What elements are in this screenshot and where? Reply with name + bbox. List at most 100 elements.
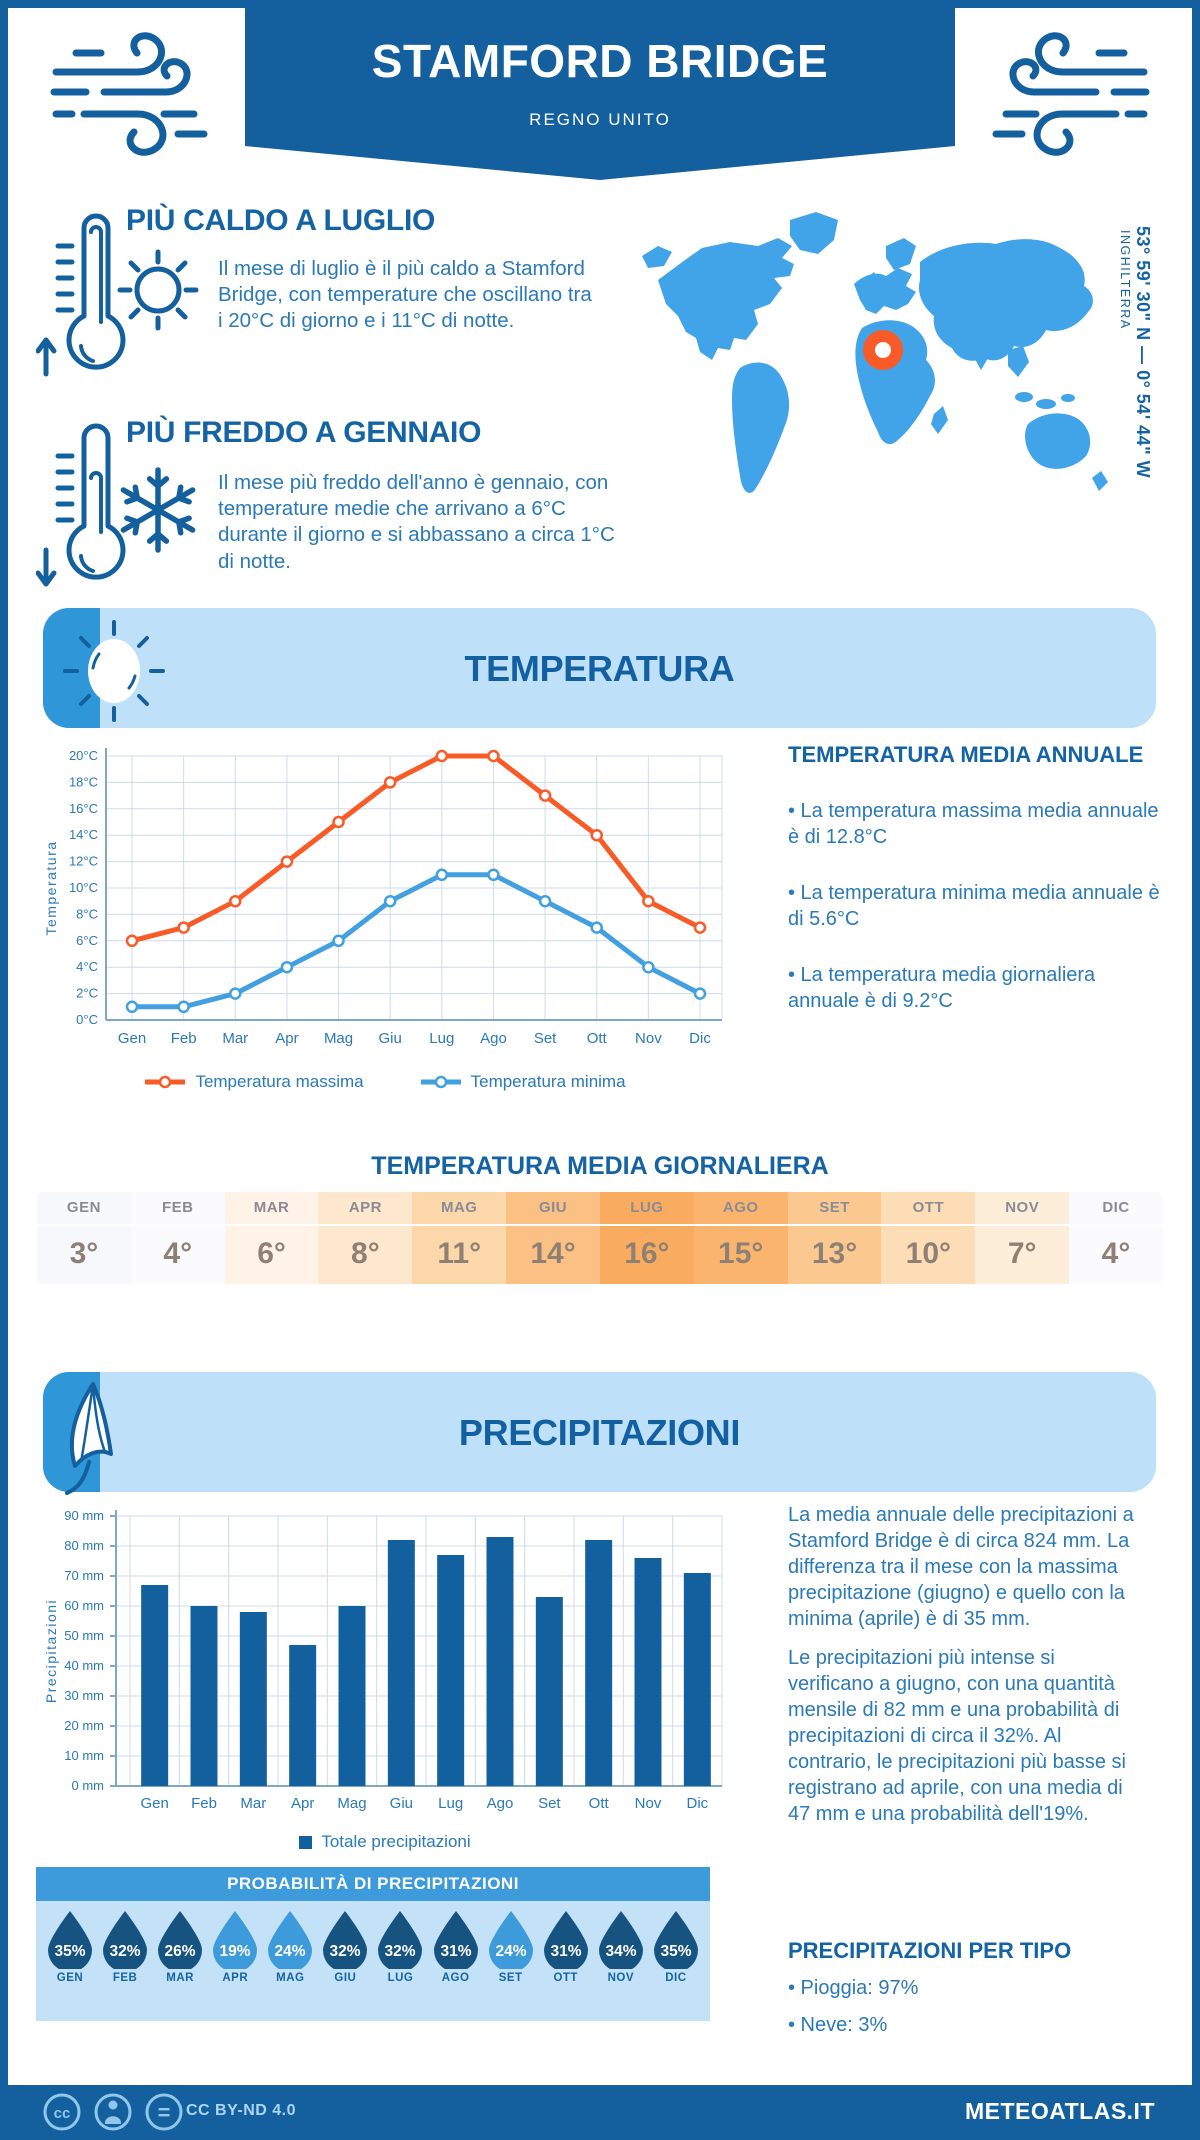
wind-icon — [50, 32, 208, 156]
table-month-header: SET — [787, 1192, 882, 1226]
thermometer-up-icon — [36, 213, 126, 377]
table-column: SET 13° — [787, 1192, 882, 1284]
hot-body: Il mese di luglio è il più caldo a Stamf… — [218, 257, 592, 333]
svg-text:Lug: Lug — [429, 1030, 454, 1047]
svg-text:Nov: Nov — [635, 1030, 662, 1047]
page-subtitle: REGNO UNITO — [529, 110, 671, 129]
svg-text:40 mm: 40 mm — [64, 1658, 104, 1673]
svg-text:Mag: Mag — [337, 1795, 366, 1812]
drop-month-label: MAR — [166, 1972, 194, 1984]
bullet-item: • Neve: 3% — [788, 2014, 888, 2036]
map-coordinates-block: 53° 59' 30" N — 0° 54' 44" W INGHILTERRA — [1118, 226, 1153, 478]
table-temperature-value: 11° — [437, 1237, 482, 1270]
svg-text:Nov: Nov — [635, 1795, 662, 1812]
map-marker — [863, 330, 903, 370]
table-temperature-value: 8° — [351, 1237, 380, 1270]
raindrop-icon: 35% — [48, 1911, 92, 1969]
annual-heading: TEMPERATURA MEDIA ANNUALE — [788, 742, 1144, 767]
raindrop-icon: 35% — [653, 1911, 698, 1969]
snowflake-icon — [120, 467, 196, 553]
drop-item: 31% AGO — [430, 1909, 482, 1984]
temperature-chart-legend: Temperatura massima Temperatura minima — [40, 1072, 730, 1092]
svg-text:Giu: Giu — [390, 1795, 413, 1812]
raindrop-icon: 32% — [378, 1911, 423, 1969]
svg-text:0°C: 0°C — [76, 1012, 98, 1027]
svg-text:32%: 32% — [110, 1943, 141, 1960]
header-banner: STAMFORD BRIDGE REGNO UNITO — [245, 8, 955, 146]
svg-text:4°C: 4°C — [76, 959, 98, 974]
raindrop-icon: 19% — [213, 1911, 258, 1969]
precipitation-chart-legend: Totale precipitazioni — [40, 1832, 730, 1852]
svg-text:Feb: Feb — [171, 1030, 197, 1047]
cold-heading: PIÙ FREDDO A GENNAIO — [126, 416, 482, 449]
sun-icon — [117, 249, 199, 331]
svg-text:Lug: Lug — [438, 1795, 463, 1812]
legend-label: Totale precipitazioni — [321, 1832, 471, 1851]
drop-item: 19% APR — [209, 1909, 261, 1984]
precip-paragraph-1: La media annuale delle precipitazioni a … — [788, 1504, 1134, 1630]
legend-label: Temperatura minima — [470, 1072, 626, 1091]
table-column: APR 8° — [318, 1192, 413, 1284]
cc-license-icons: cc = — [43, 2093, 183, 2131]
umbrella-icon — [65, 1382, 113, 1495]
sun-banner-icon — [63, 620, 165, 722]
svg-text:Apr: Apr — [291, 1795, 314, 1812]
table-month-header: MAG — [412, 1192, 507, 1226]
table-column: GEN 3° — [37, 1192, 131, 1284]
svg-text:Dic: Dic — [689, 1030, 711, 1047]
table-column: LUG 16° — [599, 1192, 694, 1284]
table-column: MAR 6° — [224, 1192, 319, 1284]
legend-item: Totale precipitazioni — [299, 1832, 471, 1852]
table-temperature-value: 13° — [811, 1237, 858, 1270]
bullet-item: • La temperatura media giornaliera annua… — [788, 964, 1096, 1012]
svg-text:30 mm: 30 mm — [64, 1688, 104, 1703]
drop-item: 26% MAR — [154, 1909, 206, 1984]
drop-month-label: LUG — [387, 1972, 414, 1984]
site-name: METEOATLAS.IT — [964, 2098, 1155, 2124]
precipitation-section-banner: PRECIPITAZIONI — [43, 1372, 1156, 1495]
drop-item: 32% FEB — [99, 1909, 151, 1984]
legend-swatch — [299, 1835, 313, 1849]
temperature-section-banner: TEMPERATURA — [43, 608, 1156, 728]
drop-item: 34% NOV — [595, 1909, 647, 1984]
svg-text:cc: cc — [54, 2105, 71, 2122]
table-column: OTT 10° — [881, 1192, 976, 1284]
drop-month-label: DIC — [665, 1972, 687, 1984]
svg-text:=: = — [158, 2100, 171, 2125]
table-column: DIC 4° — [1069, 1192, 1163, 1284]
svg-text:Temperatura: Temperatura — [43, 840, 59, 935]
probability-box: PROBABILITÀ DI PRECIPITAZIONI 35% GEN 32% F… — [36, 1867, 710, 2021]
map-region-label: INGHILTERRA — [1118, 230, 1132, 330]
svg-text:Mag: Mag — [324, 1030, 353, 1047]
cold-body: Il mese più freddo dell'anno è gennaio, … — [218, 471, 615, 573]
svg-text:18°C: 18°C — [69, 774, 98, 789]
table-temperature-value: 7° — [1007, 1237, 1037, 1270]
raindrop-icon: 26% — [158, 1911, 203, 1969]
svg-text:14°C: 14°C — [69, 827, 98, 842]
table-temperature-value: 3° — [69, 1237, 99, 1270]
svg-text:16°C: 16°C — [69, 801, 98, 816]
svg-text:70 mm: 70 mm — [64, 1568, 104, 1583]
svg-text:32%: 32% — [330, 1943, 361, 1960]
table-column: FEB 4° — [130, 1192, 225, 1284]
table-column: AGO 15° — [693, 1192, 788, 1284]
temperature-section-title: TEMPERATURA — [464, 648, 735, 689]
table-month-header: FEB — [130, 1192, 225, 1226]
svg-text:Ago: Ago — [487, 1795, 514, 1812]
page-title: STAMFORD BRIDGE — [371, 35, 829, 87]
svg-text:31%: 31% — [550, 1943, 581, 1960]
svg-text:8°C: 8°C — [76, 906, 98, 921]
drop-item: 31% OTT — [540, 1909, 592, 1984]
drop-month-label: MAG — [276, 1972, 305, 1984]
table-month-header: GIU — [506, 1192, 600, 1226]
svg-text:2°C: 2°C — [76, 986, 98, 1001]
wind-icon — [992, 32, 1150, 156]
precip-paragraph-2: Le precipitazioni più intense si verific… — [788, 1647, 1126, 1825]
table-temperature-value: 4° — [163, 1237, 193, 1270]
svg-text:35%: 35% — [54, 1943, 85, 1960]
legend-item: Temperatura massima — [144, 1072, 364, 1092]
svg-text:26%: 26% — [165, 1943, 196, 1960]
temperature-line-chart: 0°C 2°C 4°C 6°C 8°C 10°C 12°C 14°C 16°C 18°C 20°C G… — [43, 748, 723, 1047]
svg-text:80 mm: 80 mm — [64, 1538, 104, 1553]
svg-text:Ott: Ott — [587, 1030, 608, 1047]
